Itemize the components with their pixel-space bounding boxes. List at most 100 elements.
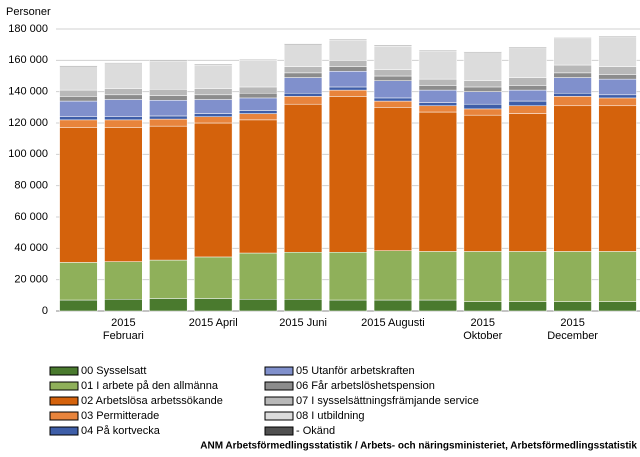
y-tick-label: 60 000 bbox=[14, 211, 48, 223]
bar-segment bbox=[328, 86, 368, 91]
bar-segment bbox=[149, 125, 188, 261]
bar-segment bbox=[328, 96, 368, 253]
bar-segment bbox=[239, 119, 278, 254]
legend-label: 00 Sysselsatt bbox=[81, 365, 146, 377]
bar-segment bbox=[149, 95, 188, 101]
bar-segment bbox=[239, 60, 278, 88]
bar-segment bbox=[194, 256, 233, 299]
legend-swatch bbox=[49, 366, 79, 376]
x-tick-label-box: 2015 Februari bbox=[103, 317, 144, 342]
bar-segment bbox=[418, 105, 457, 113]
y-tick-label: 0 bbox=[42, 305, 48, 317]
bar-segment bbox=[104, 116, 143, 121]
bar-segment bbox=[553, 77, 592, 94]
bar-segment bbox=[463, 114, 502, 252]
bar-segment bbox=[239, 299, 278, 312]
legend-label: 06 Får arbetslöshetspension bbox=[296, 380, 435, 392]
bar-segment bbox=[418, 89, 457, 103]
bar-segment bbox=[373, 299, 413, 312]
legend-swatch bbox=[49, 411, 79, 421]
bar-segment bbox=[283, 66, 323, 74]
bar-segment bbox=[328, 60, 368, 67]
bar-segment bbox=[328, 38, 368, 41]
bar-segment bbox=[239, 59, 278, 61]
bar-segment bbox=[59, 262, 98, 301]
legend-label: 02 Arbetslösa arbetssökande bbox=[81, 395, 223, 407]
bar-segment bbox=[104, 94, 143, 100]
source: ANM Arbetsförmedlingsstatistik / Arbets-… bbox=[200, 441, 637, 452]
bar-segment bbox=[553, 251, 592, 302]
bar-segment bbox=[239, 113, 278, 121]
bar-segment bbox=[553, 72, 592, 78]
bar-segment bbox=[194, 99, 233, 114]
bar-segment bbox=[328, 252, 368, 301]
bar-segment bbox=[149, 60, 188, 90]
y-tick-label: 20 000 bbox=[14, 274, 48, 286]
bar-segment bbox=[553, 105, 592, 252]
legend-label: 03 Permitterade bbox=[81, 410, 159, 422]
legend-label: - Okänd bbox=[296, 425, 335, 437]
bar-segment bbox=[508, 301, 547, 312]
bar-segment bbox=[149, 60, 188, 62]
bar-segment bbox=[283, 72, 323, 78]
legend-swatch bbox=[264, 366, 294, 376]
x-tick-label: 2015 Oktober bbox=[463, 317, 503, 342]
bar-segment bbox=[194, 64, 233, 89]
bar-segment bbox=[463, 86, 502, 92]
y-tick-label: 120 000 bbox=[8, 117, 48, 129]
bar-segment bbox=[418, 78, 457, 86]
legend-swatch bbox=[264, 396, 294, 406]
y-tick-label: 80 000 bbox=[14, 180, 48, 192]
bar-segment bbox=[508, 113, 547, 252]
x-tick-label-box: 2015 Oktober bbox=[463, 317, 503, 342]
bar-segment bbox=[283, 44, 323, 67]
bar-segment bbox=[59, 89, 98, 97]
bar-segment bbox=[508, 251, 547, 302]
bar-segment bbox=[373, 250, 413, 301]
bar-segment bbox=[598, 301, 637, 312]
bar-segment bbox=[59, 66, 98, 91]
bar-segment bbox=[283, 96, 323, 105]
legend-swatch bbox=[264, 381, 294, 391]
bar-segment bbox=[508, 89, 547, 102]
bar-segment bbox=[194, 94, 233, 100]
bar-segment bbox=[194, 122, 233, 258]
legend-swatch bbox=[49, 381, 79, 391]
bar-segment bbox=[239, 86, 278, 94]
bar-segment bbox=[239, 92, 278, 99]
bar-segment bbox=[373, 69, 413, 77]
bar-segment bbox=[194, 298, 233, 312]
bar-segment bbox=[104, 119, 143, 128]
bar-segment bbox=[598, 66, 637, 75]
bar-segment bbox=[508, 77, 547, 86]
bar-segment bbox=[59, 116, 98, 121]
bar-segment bbox=[598, 36, 637, 67]
bar-segment bbox=[418, 102, 457, 107]
bar-segment bbox=[59, 127, 98, 263]
bar-segment bbox=[598, 105, 637, 252]
bar-segment bbox=[418, 299, 457, 312]
bar-segment bbox=[149, 118, 188, 127]
bar-segment bbox=[328, 89, 368, 97]
bar-segment bbox=[104, 62, 143, 64]
bar-segment bbox=[553, 301, 592, 312]
bar-segment bbox=[463, 301, 502, 312]
bar-segment bbox=[59, 100, 98, 117]
bar-segment bbox=[283, 43, 323, 45]
bar-segment bbox=[418, 251, 457, 301]
bar-segment bbox=[373, 75, 413, 81]
bar-segment bbox=[149, 115, 188, 120]
bar-segment bbox=[283, 299, 323, 312]
bar-segment bbox=[463, 103, 502, 110]
y-tick-label: 100 000 bbox=[8, 148, 48, 160]
legend-swatch bbox=[49, 426, 79, 436]
bar-segment bbox=[598, 94, 637, 99]
bar-segment bbox=[104, 88, 143, 96]
bar-segment bbox=[598, 35, 637, 38]
bar-segment bbox=[373, 100, 413, 108]
bar-segment bbox=[283, 252, 323, 300]
bar-segment bbox=[463, 80, 502, 88]
bar-segment bbox=[59, 119, 98, 128]
bar-segment bbox=[598, 251, 637, 302]
